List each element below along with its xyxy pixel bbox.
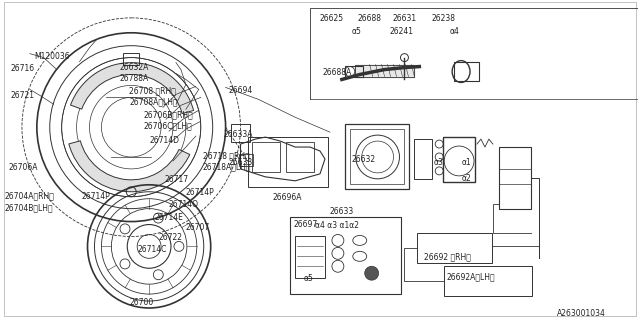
Bar [286,142,314,172]
Text: 26708A〈LH〉: 26708A〈LH〉 [129,97,178,106]
Text: 26696A: 26696A [272,193,302,202]
Text: 26722: 26722 [158,234,182,243]
Text: 26718A〈LH〉: 26718A〈LH〉 [203,162,252,171]
Text: 26692A〈LH〉: 26692A〈LH〉 [446,272,495,281]
Bar [350,129,404,184]
Bar [414,139,432,179]
Text: 26714E: 26714E [154,212,183,222]
Polygon shape [355,65,414,76]
Bar [252,142,280,172]
Text: α1: α1 [462,158,472,167]
Text: 26717: 26717 [164,175,188,184]
Bar [355,65,414,76]
Text: 26633A: 26633A [223,130,253,139]
Bar [443,137,475,182]
Text: α2: α2 [462,174,472,183]
Text: 26708 〈RH〉: 26708 〈RH〉 [129,86,176,95]
Text: 26714C: 26714C [137,245,166,254]
Text: A263001034: A263001034 [556,309,605,318]
Bar [230,124,250,142]
Text: 26632A: 26632A [119,63,148,72]
Text: α5: α5 [352,27,362,36]
Text: 26707: 26707 [186,222,210,232]
Text: 26714D: 26714D [149,136,179,145]
Text: 26716: 26716 [10,64,34,73]
Text: 26706B〈RH〉: 26706B〈RH〉 [143,110,193,119]
Text: α4: α4 [449,27,459,36]
Text: 26688: 26688 [358,14,381,23]
Text: α3: α3 [433,158,443,167]
Text: 26714P: 26714P [81,192,110,201]
Wedge shape [69,141,189,192]
Text: 26694: 26694 [228,86,253,95]
Text: 26704A〈RH〉: 26704A〈RH〉 [4,192,54,201]
Text: 26721: 26721 [10,92,34,100]
Text: 26706A: 26706A [8,163,38,172]
Bar [248,137,328,187]
Bar [124,53,139,65]
Text: 26706C〈LH〉: 26706C〈LH〉 [143,121,192,130]
Text: 26241: 26241 [390,27,413,36]
Text: 26714P: 26714P [186,188,214,197]
Text: 26704B〈LH〉: 26704B〈LH〉 [4,204,52,213]
Text: 26625: 26625 [320,14,344,23]
Bar [345,66,363,77]
Text: M120036: M120036 [34,52,70,61]
Bar [290,217,401,294]
Text: 26633: 26633 [228,158,253,167]
Bar [345,124,410,189]
Circle shape [365,266,379,280]
Text: 26688A: 26688A [323,68,352,76]
Text: 26632: 26632 [352,155,376,164]
Text: 26697: 26697 [293,220,317,228]
Bar [417,234,492,263]
Text: 26714O: 26714O [169,200,199,209]
Text: 26238: 26238 [431,14,455,23]
Bar [454,61,479,82]
Text: 26692 〈RH〉: 26692 〈RH〉 [424,252,471,261]
Text: α4 α3 α1α2: α4 α3 α1α2 [315,220,359,229]
Text: 26718 〈RH〉: 26718 〈RH〉 [203,151,250,160]
Bar [444,266,532,296]
Bar [239,154,253,166]
Text: 26631: 26631 [392,14,417,23]
Text: 26788A: 26788A [119,74,148,83]
Wedge shape [70,63,194,114]
Text: 26633: 26633 [330,207,354,216]
Text: α5: α5 [304,274,314,283]
Bar [499,147,531,209]
Bar [295,236,325,278]
Text: 26700: 26700 [129,298,154,307]
